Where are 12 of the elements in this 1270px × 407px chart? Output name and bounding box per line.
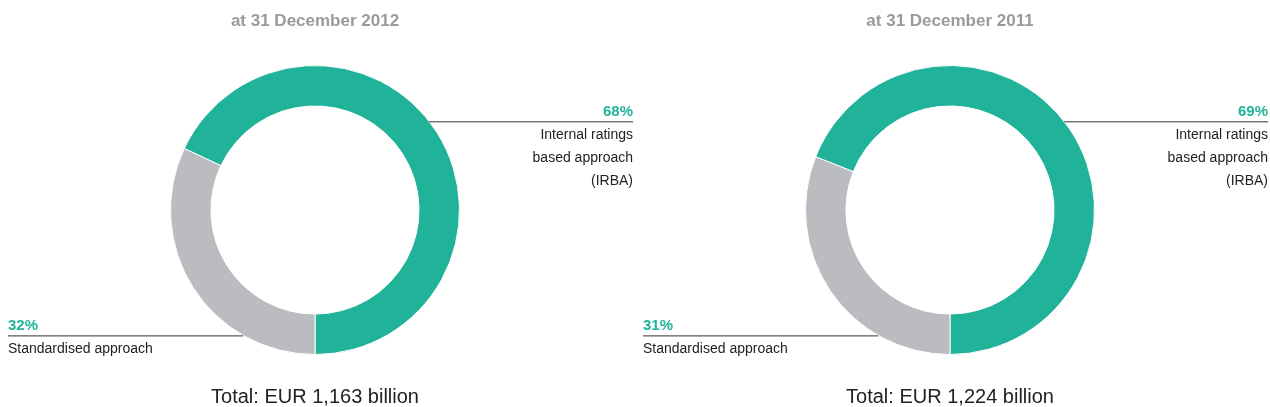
- slice-label: Standardised approach: [8, 340, 153, 357]
- slice-label: Internal ratings based approach (IRBA): [532, 126, 633, 189]
- data-label: 32%: [8, 316, 39, 334]
- text: Total: EUR 1,224 billion: [846, 385, 1054, 407]
- data-label: 31%: [643, 316, 674, 334]
- data-label: 68%: [602, 102, 633, 120]
- slice-label: Standardised approach: [643, 340, 788, 357]
- slice-label: Internal ratings based approach (IRBA): [1167, 126, 1268, 189]
- text: Total: EUR 1,163 billion: [211, 385, 419, 407]
- chart-title: at 31 December 2012: [230, 11, 400, 30]
- chart-title: at 31 December 2011: [866, 11, 1034, 30]
- data-label: 69%: [1237, 102, 1268, 120]
